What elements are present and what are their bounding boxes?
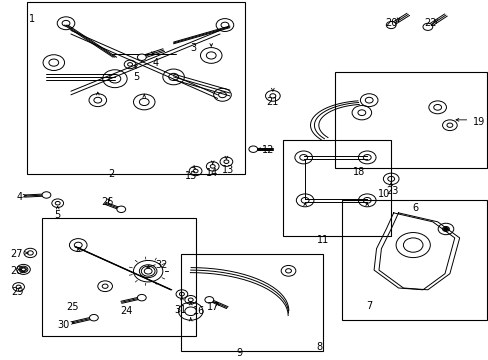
Circle shape [422, 23, 432, 30]
Text: 11: 11 [316, 235, 328, 246]
Bar [342, 201, 486, 320]
Text: 30: 30 [57, 320, 69, 330]
Text: 27: 27 [10, 249, 22, 259]
Circle shape [386, 22, 395, 29]
Text: 10: 10 [377, 189, 389, 199]
Text: 21: 21 [265, 97, 278, 107]
Text: 1: 1 [29, 14, 36, 24]
Circle shape [137, 54, 146, 60]
Text: 14: 14 [205, 168, 218, 178]
Circle shape [42, 192, 51, 198]
Text: 17: 17 [206, 302, 219, 312]
Bar [41, 218, 195, 336]
Circle shape [204, 297, 213, 303]
Text: 20: 20 [384, 18, 397, 28]
Circle shape [442, 227, 448, 231]
Text: 2: 2 [108, 169, 114, 179]
Bar [282, 140, 390, 236]
Text: 18: 18 [352, 167, 365, 177]
Text: 28: 28 [10, 266, 22, 276]
Text: 6: 6 [412, 203, 418, 213]
Text: 29: 29 [11, 287, 23, 297]
Text: 8: 8 [316, 342, 322, 352]
Bar [181, 254, 322, 351]
Text: 13: 13 [221, 165, 234, 175]
Circle shape [117, 206, 125, 212]
Text: 24: 24 [120, 306, 132, 316]
Circle shape [89, 315, 98, 321]
Text: 5: 5 [133, 72, 139, 82]
Text: 23: 23 [385, 186, 398, 196]
Text: 7: 7 [366, 301, 371, 311]
Bar [27, 2, 244, 174]
Text: 5: 5 [54, 210, 60, 220]
Text: 3: 3 [190, 43, 196, 53]
Text: 15: 15 [184, 171, 197, 181]
Text: 32: 32 [155, 260, 167, 270]
Text: 19: 19 [472, 117, 485, 127]
Text: 16: 16 [192, 306, 205, 316]
Text: 9: 9 [236, 348, 242, 358]
Text: 26: 26 [101, 198, 114, 207]
Text: 25: 25 [66, 302, 79, 312]
Text: 12: 12 [261, 145, 273, 155]
Text: 4: 4 [16, 193, 22, 202]
Circle shape [248, 146, 257, 152]
Text: 22: 22 [423, 18, 436, 28]
Text: 31: 31 [174, 305, 187, 315]
Text: 4: 4 [152, 58, 158, 68]
Circle shape [137, 294, 146, 301]
Bar [334, 72, 486, 168]
